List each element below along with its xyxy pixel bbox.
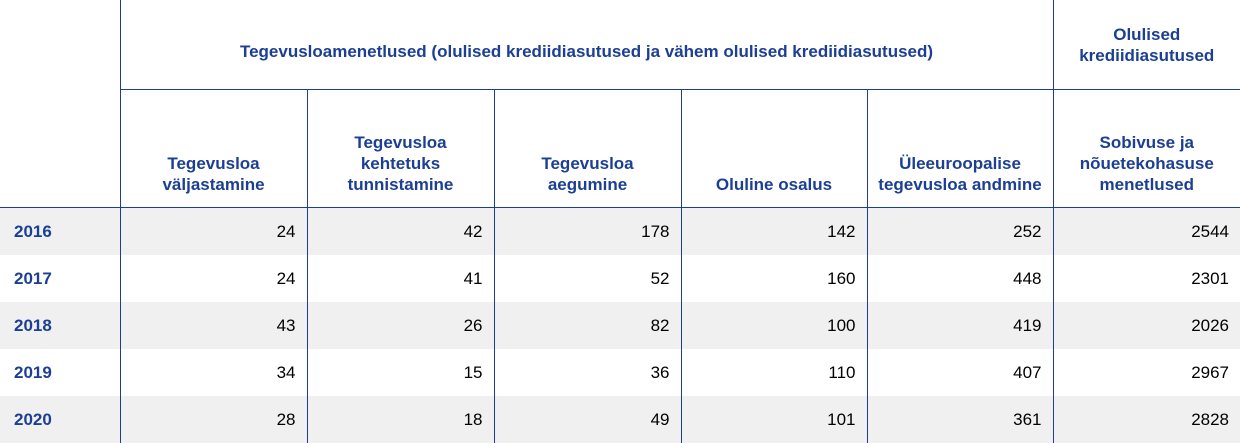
table-row: 2020 28 18 49 101 361 2828 bbox=[0, 396, 1240, 443]
value-cell: 252 bbox=[866, 207, 1054, 255]
year-cell: 2019 bbox=[14, 362, 52, 382]
value-cell: 419 bbox=[866, 302, 1054, 349]
value-cell: 42 bbox=[306, 207, 494, 255]
value-cell: 361 bbox=[866, 396, 1054, 443]
group-header-authorisation-procedures: Tegevusloamenetlused (olulised krediidia… bbox=[119, 0, 1054, 90]
value-cell: 43 bbox=[119, 302, 307, 349]
value-cell: 2544 bbox=[1052, 207, 1240, 255]
year-cell: 2016 bbox=[0, 207, 120, 255]
value-cell: 24 bbox=[119, 207, 307, 255]
value-cell: 142 bbox=[680, 207, 867, 255]
column-header-authorisation-granted: Tegevusloa väljastamine bbox=[119, 89, 307, 208]
value-cell: 2828 bbox=[1052, 396, 1240, 443]
year-cell: 2020 bbox=[0, 396, 120, 443]
year-cell: 2018 bbox=[0, 302, 120, 349]
column-header-qualifying-holding: Oluline osalus bbox=[680, 89, 867, 208]
value-cell: 18 bbox=[306, 396, 494, 443]
value-cell: 2967 bbox=[1052, 349, 1240, 396]
column-header-authorisation-withdrawn: Tegevusloa kehtetuks tunnistamine bbox=[306, 89, 494, 208]
table-row: 2019 34 15 36 110 407 2967 bbox=[0, 349, 1240, 396]
year-cell: 2017 bbox=[14, 268, 52, 288]
value-cell: 15 bbox=[306, 349, 494, 396]
value-cell: 448 bbox=[866, 255, 1054, 302]
value-cell: 100 bbox=[680, 302, 867, 349]
column-header-fit-and-proper: Sobivuse ja nõuetekohasuse menetlused bbox=[1052, 89, 1240, 208]
value-cell: 52 bbox=[493, 255, 681, 302]
value-cell: 160 bbox=[680, 255, 867, 302]
column-header-authorisation-lapsed: Tegevusloa aegumine bbox=[493, 89, 681, 208]
group-header-significant-institutions: Olulised krediidiasutused bbox=[1052, 0, 1240, 90]
value-cell: 34 bbox=[119, 349, 307, 396]
table-row: 2016 24 42 178 142 252 2544 bbox=[0, 207, 1240, 255]
value-cell: 2301 bbox=[1052, 255, 1240, 302]
value-cell: 26 bbox=[306, 302, 494, 349]
table-row: 2018 43 26 82 100 419 2026 bbox=[0, 302, 1240, 349]
value-cell: 2026 bbox=[1052, 302, 1240, 349]
value-cell: 407 bbox=[866, 349, 1054, 396]
corner-cell bbox=[0, 0, 120, 90]
value-cell: 36 bbox=[493, 349, 681, 396]
value-cell: 82 bbox=[493, 302, 681, 349]
table-row: 2017 24 41 52 160 448 2301 bbox=[0, 255, 1240, 302]
value-cell: 110 bbox=[680, 349, 867, 396]
value-cell: 178 bbox=[493, 207, 681, 255]
value-cell: 49 bbox=[493, 396, 681, 443]
value-cell: 24 bbox=[119, 255, 307, 302]
value-cell: 28 bbox=[119, 396, 307, 443]
value-cell: 41 bbox=[306, 255, 494, 302]
corner-cell-lower bbox=[0, 90, 120, 208]
value-cell: 101 bbox=[680, 396, 867, 443]
column-header-passport-authorisation: Üleeuroopalise tegevusloa andmine bbox=[866, 89, 1054, 208]
